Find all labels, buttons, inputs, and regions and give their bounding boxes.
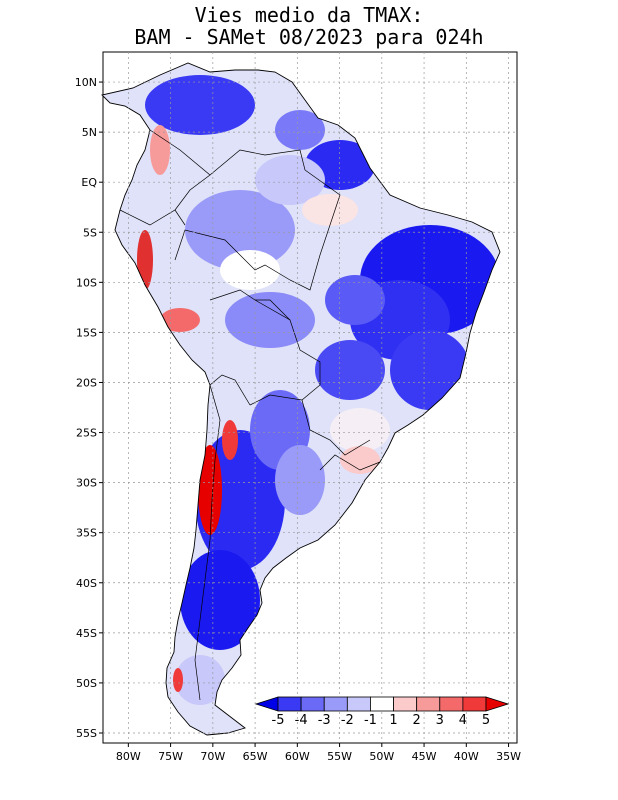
lat-tick-label: 10S [76,276,97,289]
lon-tick-label: 65W [243,750,268,763]
border-peru-brazil [255,299,291,321]
colorbar-box [323,696,348,712]
field-patch [225,292,315,348]
lat-tick-label: 35S [76,527,97,540]
colorbar-box [439,696,464,712]
colorbar-box [416,696,441,712]
border-uruguay [319,454,381,471]
lat-tick-label: 45S [76,627,97,640]
lon-tick-label: 60W [285,750,310,763]
field-patch [137,230,153,290]
field-patch [275,445,325,515]
longitude-labels: 80W 75W 70W 65W 60W 55W 50W 45W 40W 35W [116,743,521,763]
graticule [103,52,517,743]
field-patch [220,250,280,290]
border-brazil-north [174,169,341,291]
lon-tick-label: 50W [369,750,394,763]
lat-tick-label: 25S [76,427,97,440]
field-patch [340,446,380,474]
border-chile-argentina [194,384,221,701]
lat-tick-label: 40S [76,577,97,590]
colorbar-label: -4 [295,713,308,728]
lat-tick-label: EQ [81,176,97,189]
colorbar-label: -5 [272,713,285,728]
lon-tick-label: 40W [454,750,479,763]
lat-tick-label: 5S [83,226,97,239]
border-paraguay [301,399,371,456]
border-chile-bolivia [209,374,251,406]
field-patch [302,194,358,226]
colorbar-label: 4 [459,713,467,728]
latitude-labels: 10N 5N EQ 5S 10S 15S 20S 25S 30S 35S 40S 45S 50S 55S [75,76,103,740]
colorbar-label: 1 [389,713,397,728]
map-title-line2: BAM - SAMet 08/2023 para 024h [134,25,484,49]
field-patch [330,408,390,452]
colorbar: -5 -4 -3 -2 -1 1 2 3 4 5 [254,696,510,728]
lon-tick-label: 35W [496,750,521,763]
colorbar-box [393,696,418,712]
field-patch [325,275,385,325]
colorbar-label: -1 [364,713,377,728]
border-bolivia [209,289,321,406]
country-borders [119,129,381,701]
field-patch [150,125,170,175]
field-patch [275,110,325,150]
colorbar-label: -3 [318,713,331,728]
lat-tick-label: 30S [76,477,97,490]
map-title-line1: Vies medio da TMAX: [194,3,424,27]
colorbar-label: -2 [341,713,354,728]
colorbar-box [370,696,394,712]
border-venezuela [209,149,306,176]
field-patch [198,445,222,535]
field-patch [145,75,255,135]
field-patch [180,550,260,650]
lat-tick-label: 15S [76,326,97,339]
field-patch [255,155,325,205]
lat-tick-label: 50S [76,677,97,690]
colorbar-label: 3 [436,713,444,728]
field-patch [173,668,183,692]
lon-tick-label: 45W [412,750,437,763]
lon-tick-label: 75W [158,750,183,763]
lon-tick-label: 80W [116,750,141,763]
colorbar-box [277,696,302,712]
field-patch [315,340,385,400]
lon-tick-label: 70W [200,750,225,763]
colorbar-box [300,696,325,712]
lat-tick-label: 55S [76,727,97,740]
lon-tick-label: 55W [327,750,352,763]
lat-tick-label: 20S [76,376,97,389]
colorbar-label: 5 [482,713,490,728]
lat-tick-label: 10N [75,76,97,89]
colorbar-box [346,696,371,712]
field-patch [160,308,200,332]
field-patch [185,190,295,270]
colorbar-label: 2 [413,713,421,728]
colorbar-box [462,696,487,712]
colorbar-overflow [485,696,510,712]
border-ecuador [119,209,186,226]
field-patch [222,420,238,460]
lat-tick-label: 5N [82,126,97,139]
